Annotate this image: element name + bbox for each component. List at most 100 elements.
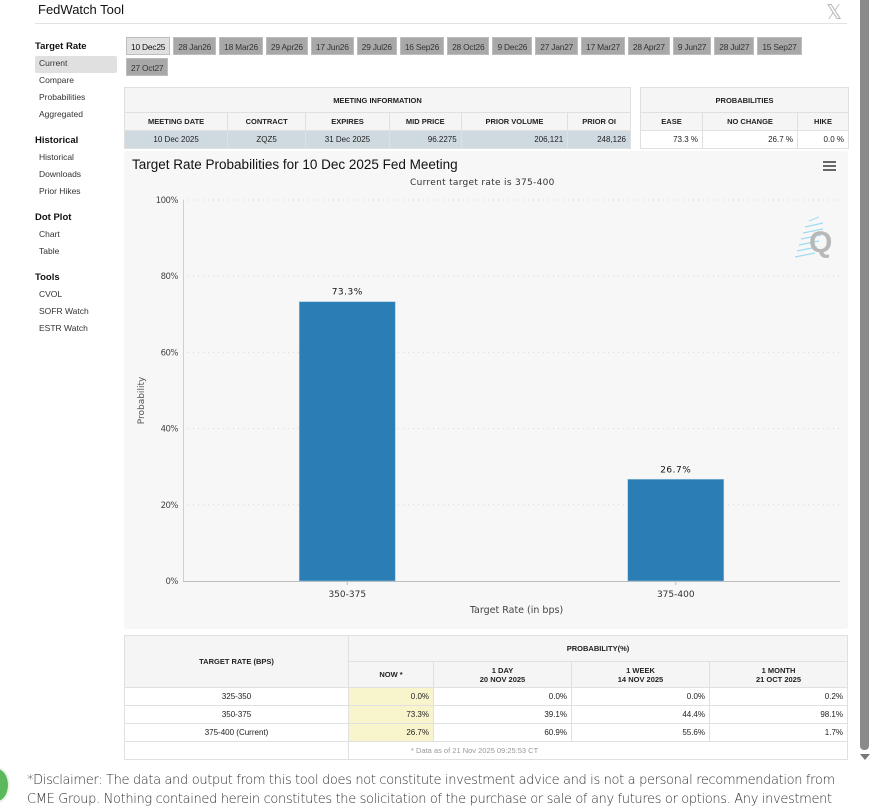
meeting-date-tabs: 10 Dec25 28 Jan26 18 Mar26 29 Apr26 17 J… <box>126 37 846 76</box>
tab-meeting[interactable]: 10 Dec25 <box>126 37 171 55</box>
sidebar-heading-target-rate: Target Rate <box>35 41 87 52</box>
chart-plot-area: 0% 20% 40% 60% 80% 100% 73.3% 350-375 26.7% 375-4… <box>137 196 840 616</box>
scroll-down-arrow-icon[interactable] <box>860 754 870 760</box>
sidebar-item-prior-hikes[interactable]: Prior Hikes <box>39 186 81 196</box>
value-cell: 44.4% <box>571 705 710 724</box>
column-header-now-label: NOW * <box>379 670 403 679</box>
value-cell: 98.1% <box>709 705 848 724</box>
sidebar-heading-historical: Historical <box>35 135 79 146</box>
expires-cell: 31 Dec 2025 <box>305 130 390 149</box>
fedwatch-tool-window: FedWatch Tool 𝕏 Target Rate Current Comp… <box>35 0 849 760</box>
tab-meeting[interactable]: 16 Sep26 <box>399 37 445 55</box>
chart-subtitle: Current target rate is 375-400 <box>410 178 555 188</box>
hike-cell: 0.0 % <box>797 130 849 149</box>
bar-data-label: 26.7% <box>660 465 691 475</box>
tab-meeting[interactable]: 9 Jun27 <box>672 37 712 55</box>
probabilities-title: PROBABILITIES <box>640 87 849 113</box>
bar-375-400 <box>627 478 725 582</box>
column-header-label: 1 WEEK <box>626 665 655 675</box>
meeting-information-table: MEETING INFORMATION MEETING DATE CONTRAC… <box>123 87 631 149</box>
value-cell: 0.0% <box>571 687 710 706</box>
x-axis-title: Target Rate (in bps) <box>469 605 563 616</box>
column-header: CONTRACT <box>227 112 307 131</box>
y-tick-label: 100% <box>156 196 179 206</box>
sidebar-item-table[interactable]: Table <box>39 246 60 256</box>
column-header-date: 14 NOV 2025 <box>617 674 664 684</box>
tab-meeting[interactable]: 17 Mar27 <box>581 37 625 55</box>
column-header: NO CHANGE <box>702 112 798 131</box>
sidebar-item-historical[interactable]: Historical <box>39 152 74 162</box>
column-header-1-day: 1 DAY 20 NOV 2025 <box>433 661 572 688</box>
prior-oi-cell: 248,126 <box>567 130 631 149</box>
tab-meeting[interactable]: 28 Jul27 <box>714 37 755 55</box>
y-tick-label: 0% <box>166 577 179 587</box>
sidebar-item-chart[interactable]: Chart <box>39 229 60 239</box>
sidebar-item-sofr-watch[interactable]: SOFR Watch <box>39 306 89 316</box>
probabilities-table: PROBABILITIES EASE NO CHANGE HIKE 73.3 %… <box>640 87 849 149</box>
tab-meeting[interactable]: 18 Mar26 <box>219 37 263 55</box>
column-header-date: 21 OCT 2025 <box>755 674 802 684</box>
column-header-1-month: 1 MONTH 21 OCT 2025 <box>709 661 848 688</box>
ease-cell: 73.3 % <box>640 130 703 149</box>
rate-cell: 325-350 <box>124 687 349 706</box>
target-rate-header: TARGET RATE (BPS) <box>124 635 349 688</box>
table-row: 325-350 0.0% 0.0% 0.0% 0.2% <box>124 687 848 706</box>
probability-history-table: TARGET RATE (BPS) PROBABILITY(%) NOW * 1… <box>124 635 848 760</box>
tab-meeting[interactable]: 28 Jan26 <box>173 37 217 55</box>
now-cell: 73.3% <box>348 705 434 724</box>
sidebar-item-probabilities[interactable]: Probabilities <box>39 92 86 102</box>
sidebar-item-compare[interactable]: Compare <box>39 75 74 85</box>
now-cell: 26.7% <box>348 723 434 742</box>
rate-cell: 375-400 (Current) <box>124 723 349 742</box>
y-tick-label: 20% <box>161 501 179 511</box>
hamburger-menu-icon[interactable] <box>823 161 836 172</box>
column-header-now: NOW * <box>348 661 434 688</box>
value-cell: 39.1% <box>433 705 572 724</box>
column-header-date: 20 NOV 2025 <box>479 674 526 684</box>
column-header: EASE <box>640 112 703 131</box>
rate-cell: 350-375 <box>124 705 349 724</box>
sidebar-item-estr-watch[interactable]: ESTR Watch <box>39 323 88 333</box>
column-header-label: 1 DAY <box>491 665 514 675</box>
close-icon[interactable]: 𝕏 <box>826 0 843 24</box>
tab-meeting[interactable]: 29 Apr26 <box>265 37 308 55</box>
tab-meeting[interactable]: 27 Jan27 <box>535 37 579 55</box>
tab-meeting[interactable]: 27 Oct27 <box>126 58 169 76</box>
column-header: MID PRICE <box>388 112 462 131</box>
x-tick-label: 375-400 <box>657 590 695 600</box>
now-cell: 0.0% <box>348 687 434 706</box>
meeting-date-cell: 10 Dec 2025 <box>123 130 229 149</box>
mid-price-cell: 96.2275 <box>388 130 462 149</box>
tab-meeting[interactable]: 28 Apr27 <box>627 37 670 55</box>
sidebar-item-downloads[interactable]: Downloads <box>39 169 82 179</box>
sidebar-item-aggregated[interactable]: Aggregated <box>39 109 83 119</box>
column-header: MEETING DATE <box>123 112 229 131</box>
vertical-scrollbar-thumb[interactable] <box>860 0 869 750</box>
title-divider <box>35 23 847 24</box>
table-row: 10 Dec 2025 ZQZ5 31 Dec 2025 96.2275 206… <box>123 130 631 149</box>
disclaimer-text: *Disclaimer: The data and output from th… <box>27 773 835 807</box>
table-row: 350-375 73.3% 39.1% 44.4% 98.1% <box>124 705 848 724</box>
column-header-1-week: 1 WEEK 14 NOV 2025 <box>571 661 710 688</box>
sidebar-item-current[interactable]: Current <box>35 56 117 73</box>
value-cell: 0.2% <box>709 687 848 706</box>
y-tick-label: 40% <box>161 425 179 435</box>
table-row: 73.3 % 26.7 % 0.0 % <box>640 130 849 149</box>
prior-volume-cell: 206,121 <box>460 130 569 149</box>
data-timestamp-footnote: * Data as of 21 Nov 2025 09:25:53 CT <box>348 741 848 760</box>
meeting-info-title: MEETING INFORMATION <box>124 87 631 113</box>
tab-meeting[interactable]: 28 Oct26 <box>447 37 490 55</box>
table-row: 375-400 (Current) 26.7% 60.9% 55.6% 1.7% <box>124 723 848 742</box>
sidebar-heading-tools: Tools <box>35 272 60 283</box>
quikstrike-logo-icon: Q <box>794 216 832 259</box>
chart-title: Target Rate Probabilities for 10 Dec 202… <box>132 157 458 172</box>
tab-meeting[interactable]: 29 Jul26 <box>356 37 397 55</box>
sidebar-nav: Target Rate Current Compare Probabilitie… <box>35 40 117 338</box>
probability-chart: 0% 20% 40% 60% 80% 100% 73.3% 350-375 26.7% 375-4… <box>124 151 848 629</box>
value-cell: 55.6% <box>571 723 710 742</box>
tab-meeting[interactable]: 15 Sep27 <box>757 37 802 55</box>
tab-meeting[interactable]: 17 Jun26 <box>310 37 354 55</box>
sidebar-item-cvol[interactable]: CVOL <box>39 289 63 299</box>
tab-meeting[interactable]: 9 Dec26 <box>492 37 533 55</box>
value-cell: 1.7% <box>709 723 848 742</box>
